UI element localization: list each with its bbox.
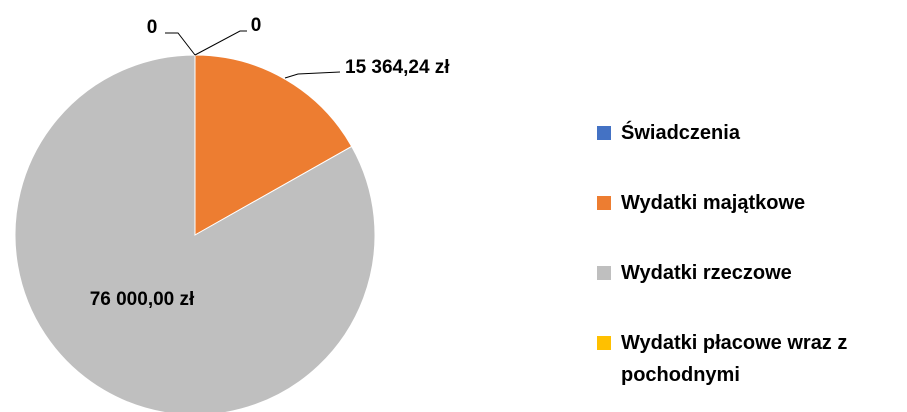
legend-swatch	[597, 196, 611, 210]
data-label: 15 364,24 zł	[345, 57, 450, 78]
legend-swatch	[597, 126, 611, 140]
legend-label: Wydatki rzeczowe	[621, 262, 792, 284]
legend-label: Świadczenia	[621, 122, 740, 144]
legend-label: Wydatki płacowe wraz z pochodnymi	[621, 332, 848, 386]
data-label: 0	[251, 15, 262, 36]
legend-item: Wydatki majątkowe	[597, 187, 897, 219]
legend-item: Wydatki płacowe wraz z pochodnymi	[597, 327, 897, 391]
leader-line	[284, 71, 341, 79]
legend-item: Świadczenia	[597, 117, 897, 149]
pie-slice	[194, 54, 353, 236]
pie-slice	[14, 54, 376, 412]
legend-label: Wydatki majątkowe	[621, 192, 806, 214]
legend-swatch	[597, 336, 611, 350]
data-label: 76 000,00 zł	[90, 289, 195, 310]
data-label: 0	[147, 17, 158, 38]
leader-line	[194, 30, 247, 56]
leader-line	[165, 32, 196, 56]
legend-item: Wydatki rzeczowe	[597, 257, 897, 289]
legend-swatch	[597, 266, 611, 280]
